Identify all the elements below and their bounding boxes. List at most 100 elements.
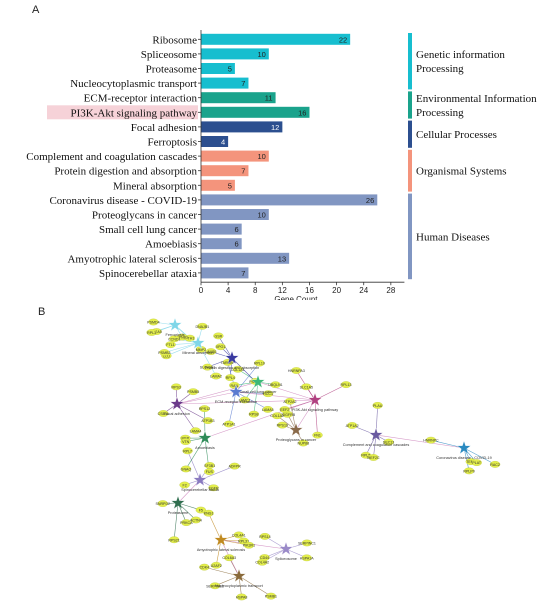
gene-label: COL1A2 xyxy=(270,414,284,418)
bar-value-label: 5 xyxy=(228,181,232,190)
network-edge xyxy=(264,536,287,550)
bar-value-label: 26 xyxy=(366,196,374,205)
network-edge xyxy=(174,338,199,344)
gene-label: PSMB3 xyxy=(158,351,170,355)
gene-node xyxy=(465,458,476,465)
network-edge xyxy=(285,542,308,550)
gene-label: RPS12 xyxy=(199,407,210,411)
network-edge xyxy=(238,575,242,597)
gene-label: COL4A2 xyxy=(255,561,269,565)
gene-node xyxy=(236,593,247,601)
hub-label: Protein digestion and absorption xyxy=(205,366,259,370)
group-label: Organismal Systems xyxy=(416,166,507,178)
gene-label: PSMB5 xyxy=(187,390,199,394)
group-bar xyxy=(408,91,412,119)
network-edge xyxy=(163,403,178,414)
gene-label: F2 xyxy=(183,483,187,487)
gene-node xyxy=(257,558,268,566)
network-edge xyxy=(187,450,201,481)
gene-node xyxy=(209,582,221,590)
network-edge xyxy=(287,414,297,431)
bar-value-label: 10 xyxy=(257,211,265,220)
group-bar xyxy=(408,33,412,90)
gene-node xyxy=(238,537,249,545)
gene-label: TARDBP xyxy=(221,361,236,365)
category-label: Coronavirus disease - COVID-19 xyxy=(49,195,197,207)
network-edge xyxy=(365,434,377,456)
gene-label: CDK4 xyxy=(200,566,210,570)
network-edge xyxy=(228,391,237,425)
network-edge xyxy=(296,370,316,401)
network-edge xyxy=(197,326,203,344)
gene-label: HSPA8 xyxy=(236,595,248,599)
network-edge xyxy=(264,548,287,558)
gene-node xyxy=(259,533,271,540)
network-edge xyxy=(177,479,201,504)
network-edge xyxy=(253,381,259,415)
category-label: PI3K-Akt signaling pathway xyxy=(71,107,198,119)
network-edge xyxy=(463,447,472,462)
gene-label: ATP2A2 xyxy=(283,400,296,404)
network-edge xyxy=(184,479,201,486)
group-bar xyxy=(408,193,412,280)
network-edge xyxy=(306,386,316,401)
gene-node xyxy=(259,554,270,561)
gene-node xyxy=(203,509,214,517)
gene-label: RPS3 xyxy=(172,385,181,389)
gene-label: VTN xyxy=(182,440,190,444)
gene-node xyxy=(177,333,188,341)
network-edge xyxy=(373,434,377,458)
gene-label: DNAJB1 xyxy=(195,325,209,329)
network-edge xyxy=(229,357,233,378)
network-edge xyxy=(174,324,183,338)
gene-node xyxy=(202,417,214,424)
network-edge xyxy=(208,513,222,541)
pathway-hub xyxy=(197,430,213,445)
pathway-hub xyxy=(278,541,294,556)
gene-label: MMP2 xyxy=(196,348,206,352)
gene-node xyxy=(224,554,235,562)
network-edge xyxy=(352,425,377,436)
gene-label: SF3B1 xyxy=(204,464,215,468)
gene-node xyxy=(239,396,250,404)
gene-node xyxy=(262,406,273,413)
gene-label: MEF2C xyxy=(367,456,380,460)
network-edge xyxy=(153,321,176,326)
gene-node xyxy=(360,451,372,459)
gene-node xyxy=(301,539,313,547)
gene-label: F5 xyxy=(199,509,203,513)
gene-node xyxy=(372,402,383,409)
network-edge xyxy=(234,381,259,386)
group-label: Human Diseases xyxy=(416,231,490,243)
network-edge xyxy=(214,575,240,587)
gene-node xyxy=(165,341,176,349)
network-edge xyxy=(227,362,237,393)
gene-label: RCC1 xyxy=(263,392,273,396)
bar xyxy=(201,92,276,104)
bar-value-label: 7 xyxy=(241,167,245,176)
bar-value-label: 6 xyxy=(235,240,239,249)
x-tick-label: 24 xyxy=(359,286,368,295)
gene-node xyxy=(223,420,235,428)
gene-node xyxy=(265,592,277,600)
gene-node xyxy=(225,374,236,381)
hub-label: Mineral absorption xyxy=(182,351,213,355)
gene-node xyxy=(215,343,226,351)
bar xyxy=(201,209,269,220)
category-label: Proteoglycans in cancer xyxy=(92,210,197,222)
gene-label: RPS19 xyxy=(277,424,288,428)
hub-label: Spinocerebellar ataxia xyxy=(181,488,219,492)
gene-node xyxy=(248,410,260,418)
bar xyxy=(201,136,229,147)
gene-node xyxy=(171,383,182,391)
pathway-hub xyxy=(170,495,186,510)
gene-label: PSMA7 xyxy=(249,380,261,384)
gene-label: RPS8 xyxy=(249,413,258,417)
network-edge xyxy=(220,539,249,546)
gene-node xyxy=(205,348,217,355)
category-label: Spliceosome xyxy=(141,49,197,61)
network-edge xyxy=(185,437,206,442)
gene-node xyxy=(195,506,206,514)
gene-label: CCND1 xyxy=(168,337,180,341)
group-label: Processing xyxy=(416,63,464,75)
